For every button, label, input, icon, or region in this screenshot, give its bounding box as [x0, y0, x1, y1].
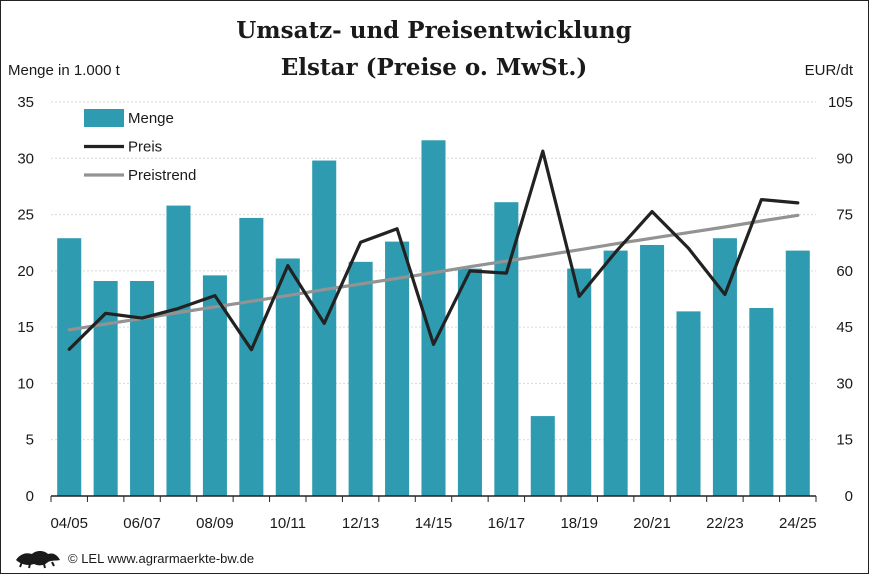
- right-tick-label: 60: [836, 263, 853, 280]
- bars: [57, 140, 810, 496]
- x-tick-label: 18/19: [560, 515, 598, 532]
- bar-menge: [348, 261, 373, 496]
- bar-menge: [603, 250, 628, 496]
- lines: [67, 149, 800, 352]
- bar-menge: [640, 244, 665, 496]
- legend-label-menge: Menge: [128, 110, 174, 127]
- x-tick-label: 12/13: [342, 515, 380, 532]
- bar-menge: [530, 416, 555, 496]
- x-tick-label: 14/15: [415, 515, 453, 532]
- chart-title: Umsatz- und Preisentwicklung: [236, 17, 631, 44]
- bar-menge: [312, 160, 337, 496]
- x-tick-label: 04/05: [50, 515, 88, 532]
- x-tick-label: 10/11: [270, 515, 306, 532]
- right-axis-title: EUR/dt: [805, 62, 854, 79]
- bar-menge: [130, 280, 155, 496]
- left-tick-label: 35: [17, 94, 34, 111]
- bar-menge: [785, 250, 810, 496]
- x-tick-label: 22/23: [706, 515, 744, 532]
- bar-menge: [239, 217, 264, 496]
- bar-menge: [676, 311, 701, 496]
- bar-menge: [749, 308, 774, 496]
- left-tick-label: 10: [17, 375, 34, 392]
- left-tick-label: 25: [17, 207, 34, 224]
- left-axis-title: Menge in 1.000 t: [8, 62, 121, 79]
- legend: Menge Preis Preistrend: [84, 109, 196, 184]
- bar-menge: [567, 268, 592, 496]
- bar-menge: [712, 238, 737, 496]
- left-tick-label: 15: [17, 319, 34, 336]
- bar-menge: [166, 205, 191, 496]
- bar-menge: [57, 238, 82, 496]
- chart-subtitle: Elstar (Preise o. MwSt.): [281, 54, 587, 81]
- left-tick-label: 5: [26, 432, 34, 449]
- x-tick-label: 24/25: [779, 515, 817, 532]
- x-tick-label: 20/21: [633, 515, 671, 532]
- legend-label-preis: Preis: [128, 139, 162, 156]
- legend-label-preistrend: Preistrend: [128, 167, 196, 184]
- left-tick-label: 0: [26, 488, 34, 505]
- right-tick-label: 30: [836, 375, 853, 392]
- right-tick-label: 45: [836, 319, 853, 336]
- x-tick-label: 16/17: [488, 515, 526, 532]
- footer-copyright: © LEL www.agrarmaerkte-bw.de: [68, 551, 254, 566]
- bar-menge: [93, 280, 118, 496]
- bar-menge: [385, 241, 410, 496]
- right-tick-label: 105: [828, 94, 853, 111]
- bar-menge: [457, 268, 482, 496]
- bar-menge: [202, 275, 227, 496]
- left-tick-label: 30: [17, 150, 34, 167]
- x-tick-label: 06/07: [123, 515, 161, 532]
- x-tick-label: 08/09: [196, 515, 234, 532]
- right-tick-label: 0: [845, 488, 853, 505]
- left-tick-label: 20: [17, 263, 34, 280]
- lion-logo-icon: [16, 551, 60, 569]
- axes: 0 5 10 15 20 25 30 35 0 15 30 45 60 75 90 105 04/05 06/07…: [17, 94, 853, 532]
- right-tick-label: 75: [836, 207, 853, 224]
- line-preis: [67, 149, 800, 352]
- right-tick-label: 90: [836, 150, 853, 167]
- right-tick-label: 15: [836, 432, 853, 449]
- legend-swatch-menge: [84, 109, 124, 127]
